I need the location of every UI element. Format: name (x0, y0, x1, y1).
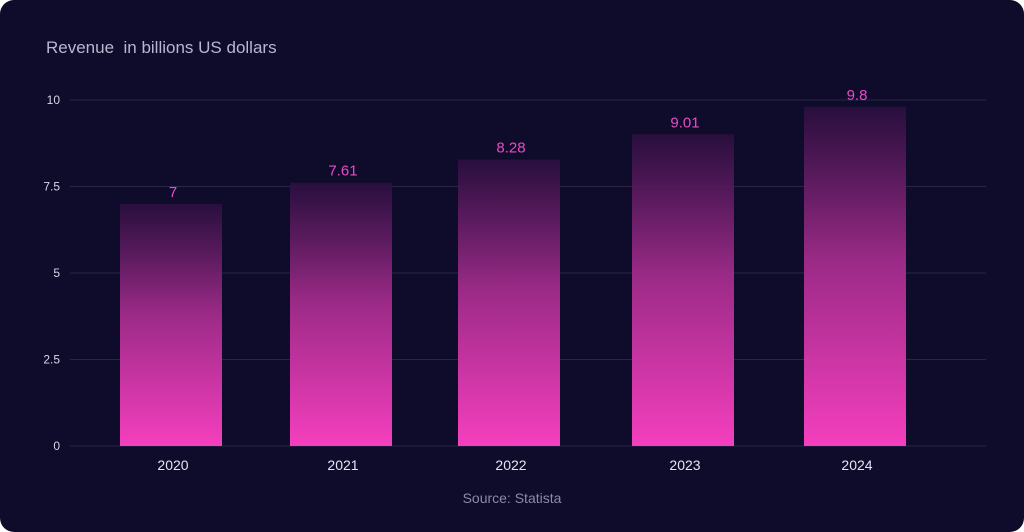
y-tick-label: 10 (47, 93, 61, 107)
x-tick-label-2020: 2020 (157, 457, 188, 473)
bar-2022 (458, 159, 560, 446)
data-label-2023: 9.01 (670, 114, 699, 131)
bars (120, 106, 906, 447)
x-tick-label-2024: 2024 (841, 457, 872, 473)
x-tick-label-2022: 2022 (495, 457, 526, 473)
bar-2024 (804, 106, 906, 447)
y-tick-label: 7.5 (43, 180, 60, 194)
data-labels: 7 7.61 8.28 9.01 9.8 (169, 87, 868, 201)
chart-title: Revenue in billions US dollars (46, 38, 277, 57)
bar-2021 (290, 182, 392, 446)
data-label-2020: 7 (169, 184, 177, 201)
y-tick-label: 5 (53, 266, 60, 280)
source-note: Source: Statista (462, 490, 562, 506)
y-tick-label: 0 (53, 439, 60, 453)
data-label-2024: 9.8 (847, 87, 868, 104)
y-tick-label: 2.5 (43, 353, 60, 367)
bar-2020 (120, 203, 222, 446)
data-label-2022: 8.28 (496, 140, 525, 157)
x-tick-label-2021: 2021 (327, 457, 358, 473)
bar-2023 (632, 134, 734, 446)
data-label-2021: 7.61 (328, 163, 357, 180)
y-axis-ticks: 0 2.5 5 7.5 10 (43, 93, 60, 453)
x-axis-ticks: 2020 2021 2022 2023 2024 (157, 457, 872, 473)
x-tick-label-2023: 2023 (669, 457, 700, 473)
